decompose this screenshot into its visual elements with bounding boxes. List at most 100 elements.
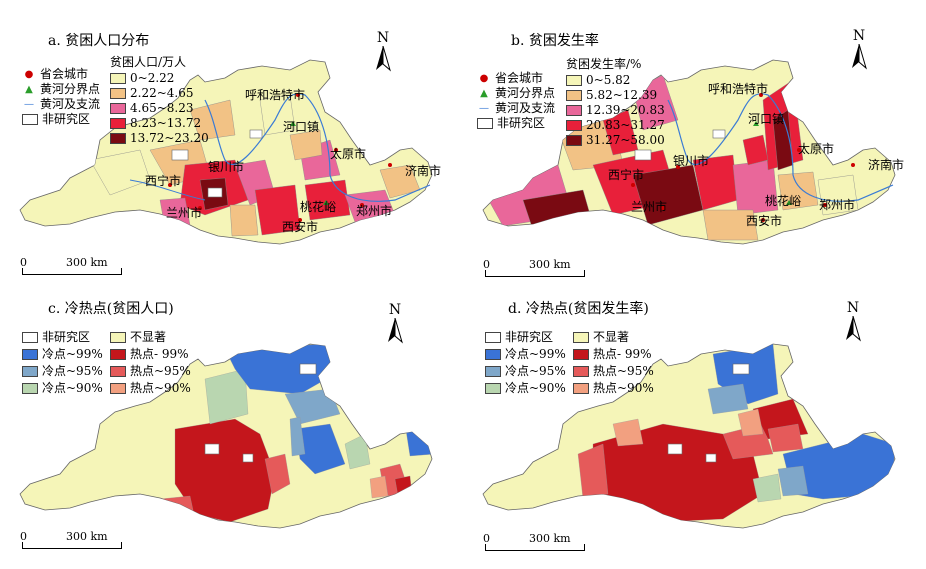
city-label: 兰州市	[166, 206, 203, 220]
city-label: 西安市	[746, 214, 783, 228]
legend-swatch	[573, 366, 589, 377]
legend-swatch	[22, 332, 38, 343]
legend-row: 非研究区	[485, 330, 573, 345]
panel-title: c. 冷热点(贫困人口)	[48, 301, 174, 317]
scale-line	[22, 542, 122, 549]
layer-legend: ● 省会城市 ▲ 黄河分界点 — 黄河及支流 非研究区	[22, 67, 100, 127]
non-study-swatch	[22, 114, 38, 125]
city-label: 呼和浩特市	[708, 82, 769, 96]
city-label: 桃花峪	[300, 200, 337, 214]
legend-swatch	[485, 383, 501, 394]
legend-row: 冷点~95%	[485, 364, 573, 379]
legend-row-capital: ● 省会城市	[477, 71, 555, 86]
legend-swatch	[22, 366, 38, 377]
class-row: 4.65~8.23	[110, 101, 209, 116]
city-label: 西安市	[282, 220, 319, 234]
city-label: 太原市	[330, 147, 367, 161]
class-row: 0~5.82	[566, 73, 665, 88]
class-swatch	[110, 133, 126, 144]
city-label: 桃花峪	[765, 194, 802, 208]
scale-bar: 0 300 km	[479, 532, 599, 554]
legend-row: 非研究区	[22, 330, 110, 345]
north-arrow: N	[843, 300, 863, 346]
legend-row-river: — 黄河及支流	[479, 101, 556, 115]
north-arrow-icon	[376, 45, 391, 72]
legend-row: 冷点~90%	[22, 381, 110, 396]
legend-swatch	[573, 349, 589, 360]
scale-line	[485, 544, 585, 551]
legend-row: 热点- 99%	[110, 347, 210, 362]
class-row: 0~2.22	[110, 71, 209, 86]
legend-swatch	[573, 383, 589, 394]
class-swatch	[566, 135, 582, 146]
map-b	[482, 59, 896, 245]
class-swatch	[566, 75, 582, 86]
north-arrow: N	[385, 302, 405, 348]
river-line-icon: —	[24, 99, 34, 110]
city-label: 济南市	[868, 158, 905, 172]
legend-swatch	[110, 349, 126, 360]
north-arrow-icon	[388, 317, 403, 344]
panel-d-hotspot-rate: d. 冷热点(贫困发生率) 非研究区 不显著 冷点~99% 热点- 99% 冷点…	[463, 284, 926, 568]
map-c	[19, 343, 433, 529]
class-legend: 贫困人口/万人 0~2.22 2.22~4.65 4.65~8.23 8.23~…	[110, 55, 209, 146]
legend-row-boundary: ▲ 黄河分界点	[22, 82, 100, 97]
city-label: 西宁市	[608, 168, 645, 182]
class-swatch	[566, 105, 582, 116]
class-swatch	[110, 103, 126, 114]
city-label: 银川市	[673, 154, 710, 168]
legend-row: 热点~95%	[573, 364, 673, 379]
scale-bar: 0 300 km	[479, 258, 599, 280]
class-swatch	[110, 73, 126, 84]
river-line-icon: —	[479, 103, 489, 114]
triangle-icon: ▲	[25, 84, 33, 95]
legend-swatch	[110, 332, 126, 343]
hotspot-legend: 非研究区 不显著 冷点~99% 热点- 99% 冷点~95% 热点~95% 冷点…	[485, 330, 685, 396]
scale-bar: 0 300 km	[16, 530, 136, 552]
city-label: 太原市	[798, 142, 835, 156]
non-study-swatch	[477, 118, 493, 129]
north-arrow-icon	[852, 43, 867, 70]
class-row: 12.39~20.83	[566, 103, 665, 118]
legend-swatch	[485, 366, 501, 377]
legend-row: 不显著	[110, 330, 210, 345]
city-label: 呼和浩特市	[245, 88, 306, 102]
panel-c-hotspot-population: c. 冷热点(贫困人口) 非研究区 不显著 冷点~99% 热点- 99% 冷点~…	[0, 284, 463, 568]
scale-bar: 0 300 km	[16, 256, 136, 278]
class-swatch	[110, 88, 126, 99]
legend-swatch	[22, 349, 38, 360]
legend-row-non-study: 非研究区	[22, 112, 100, 127]
legend-row: 冷点~99%	[22, 347, 110, 362]
north-arrow: N	[373, 30, 393, 76]
legend-swatch	[110, 366, 126, 377]
triangle-icon: ▲	[480, 88, 488, 99]
class-row: 20.83~31.27	[566, 118, 665, 133]
legend-row: 冷点~99%	[485, 347, 573, 362]
legend-row: 热点- 99%	[573, 347, 673, 362]
panel-title: d. 冷热点(贫困发生率)	[508, 301, 649, 317]
class-row: 2.22~4.65	[110, 86, 209, 101]
legend-row: 热点~95%	[110, 364, 210, 379]
legend-swatch	[485, 332, 501, 343]
legend-swatch	[22, 383, 38, 394]
legend-row: 热点~90%	[110, 381, 210, 396]
panel-title: a. 贫困人口分布	[48, 33, 150, 49]
legend-row-boundary: ▲ 黄河分界点	[477, 86, 555, 101]
legend-row: 冷点~90%	[485, 381, 573, 396]
legend-title: 贫困人口/万人	[110, 55, 187, 69]
panel-a-poverty-population: a. 贫困人口分布 ● 省会城市 ▲ 黄河分界点 — 黄河及支流 非研究区 贫困人口/…	[0, 0, 463, 284]
class-swatch	[566, 120, 582, 131]
legend-row: 冷点~95%	[22, 364, 110, 379]
legend-row: 热点~90%	[573, 381, 673, 396]
class-row: 13.72~23.20	[110, 131, 209, 146]
city-label: 郑州市	[356, 204, 393, 218]
capital-dot-icon: ●	[24, 69, 34, 80]
panel-title: b. 贫困发生率	[511, 33, 599, 49]
class-row: 5.82~12.39	[566, 88, 665, 103]
map-d	[482, 343, 896, 529]
city-label: 河口镇	[748, 112, 785, 126]
hotspot-legend: 非研究区 不显著 冷点~99% 热点- 99% 冷点~95% 热点~95% 冷点…	[22, 330, 222, 396]
city-label: 银川市	[208, 160, 245, 174]
legend-row-non-study: 非研究区	[477, 116, 555, 131]
legend-swatch	[110, 383, 126, 394]
